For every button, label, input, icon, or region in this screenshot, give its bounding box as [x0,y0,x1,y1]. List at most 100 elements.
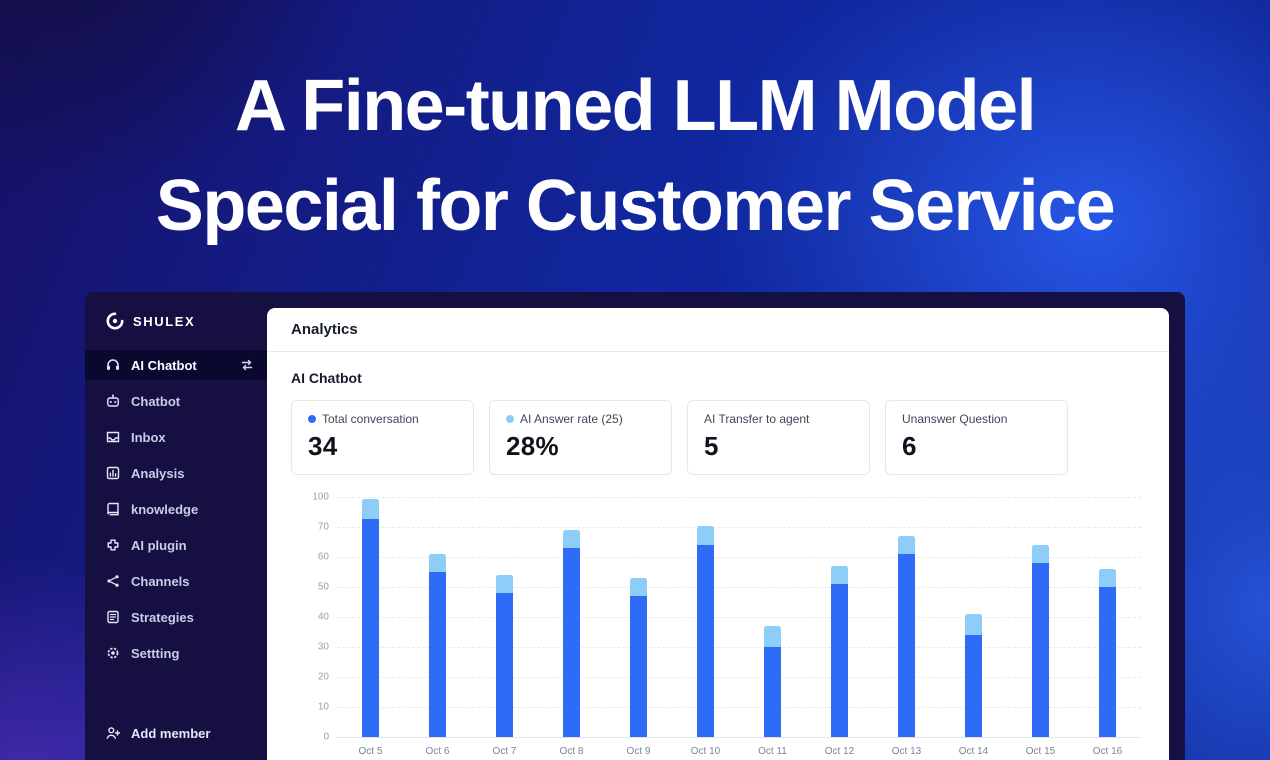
bar-segment-bottom [429,572,446,737]
sidebar-item-settting[interactable]: Settting [85,638,267,668]
hero-title-line1: A Fine-tuned LLM Model [234,66,1037,146]
stat-card-value: 28% [506,431,559,461]
x-axis-tick-label: Oct 16 [1092,746,1123,757]
bar-segment-top [1032,545,1049,563]
sidebar-item-knowledge[interactable]: knowledge [85,494,267,524]
bar-segment-bottom [630,596,647,737]
sidebar-item-strategies[interactable]: Strategies [85,602,267,632]
sidebar-item-label: Chatbot [131,393,181,409]
sidebar-item-label: Channels [131,573,190,589]
bar-segment-bottom [764,647,781,737]
sidebar-item-add-member[interactable]: Add member [85,718,267,748]
y-axis-tick-label: 10 [317,701,329,713]
grid-line [337,647,1141,648]
hero-title-line2: Special for Customer Service [155,166,1116,246]
sidebar-item-label: Settting [131,645,180,661]
bar-segment-bottom [1032,563,1049,737]
swap-icon[interactable] [239,357,255,373]
stat-card: Unanswer Question 6 [885,400,1068,475]
logo: SHULEX [85,292,267,343]
app-window: SHULEX AI Chatbot Chatbot Inbox Analysis kno… [85,292,1185,760]
x-axis-tick-label: Oct 7 [492,746,517,757]
stat-card-value: 5 [704,431,719,461]
sidebar-menu: AI Chatbot Chatbot Inbox Analysis knowledge A… [85,343,267,671]
x-axis-tick-label: Oct 6 [425,746,450,757]
sidebar-item-label: knowledge [131,501,199,517]
bar-segment-bottom [898,554,915,737]
bar-oct-16 [1099,569,1116,737]
bar-segment-bottom [697,545,714,737]
bar-segment-top [496,575,513,593]
sidebar-item-ai-plugin[interactable]: AI plugin [85,530,267,560]
stat-card-label: Unanswer Question [902,412,1008,426]
chart-bar-slot [1074,497,1141,737]
y-axis-tick-label: 50 [317,581,329,593]
stat-card: AI Answer rate (25) 28% [489,400,672,475]
bar-chart: 0 10 20 30 40 50 60 70 100 Oct 5 Oct 6 Oct 7 Oct 8 Oc… [291,487,1145,760]
y-axis-tick-label: 100 [312,491,329,503]
stat-card-value: 34 [308,431,338,461]
headset-icon [105,357,121,373]
bar-oct-11 [764,626,781,737]
legend-dot-icon [506,415,514,423]
bar-oct-12 [831,566,848,737]
sidebar-item-inbox[interactable]: Inbox [85,422,267,452]
logo-text: SHULEX [133,313,196,329]
x-axis-tick-label: Oct 9 [626,746,651,757]
bar-oct-10 [697,526,714,737]
bar-oct-8 [563,530,580,737]
bar-segment-top [697,526,714,545]
bar-segment-top [429,554,446,572]
chart-bar-slot [538,497,605,737]
chart-bar-slot [337,497,404,737]
chart-bars [337,497,1141,737]
legend-dot-icon [308,415,316,423]
sidebar-item-channels[interactable]: Channels [85,566,267,596]
sidebar-item-chatbot[interactable]: Chatbot [85,386,267,416]
grid-line [337,707,1141,708]
analysis-icon [105,465,121,481]
grid-line [337,497,1141,498]
bar-segment-bottom [496,593,513,737]
stat-card: Total conversation 34 [291,400,474,475]
bar-segment-bottom [362,519,379,737]
bar-segment-top [630,578,647,596]
y-axis-tick-label: 70 [317,521,329,533]
chart-bar-slot [940,497,1007,737]
section-title: AI Chatbot [291,370,362,386]
sidebar-item-label: Analysis [131,465,185,481]
bar-segment-bottom [831,584,848,737]
x-axis-tick-label: Oct 5 [358,746,383,757]
bar-oct-13 [898,536,915,737]
grid-line [337,677,1141,678]
chart-bar-slot [1007,497,1074,737]
add-member-icon [105,725,121,741]
grid-line [337,587,1141,588]
chart-bar-slot [404,497,471,737]
chart-bar-slot [739,497,806,737]
grid-line [337,557,1141,558]
sidebar-item-label: Add member [131,725,211,741]
shulex-logo-icon [105,311,125,331]
bar-oct-6 [429,554,446,737]
y-axis-tick-label: 60 [317,551,329,563]
x-axis-tick-label: Oct 15 [1025,746,1056,757]
sidebar-item-analysis[interactable]: Analysis [85,458,267,488]
panel-header: Analytics [267,308,1169,352]
sidebar-item-label: Strategies [131,609,194,625]
bar-segment-bottom [965,635,982,737]
bar-oct-7 [496,575,513,737]
sidebar-item-ai-chatbot[interactable]: AI Chatbot [85,350,267,380]
bar-segment-top [764,626,781,647]
chart-bar-slot [672,497,739,737]
x-axis-labels: Oct 5 Oct 6 Oct 7 Oct 8 Oct 9 Oct 10 Oct 11 Oct… [337,746,1141,757]
page-title: Analytics [291,321,358,338]
x-axis-tick-label: Oct 10 [690,746,721,757]
sidebar-item-label: AI Chatbot [131,357,197,373]
bar-segment-top [362,499,379,519]
y-axis-tick-label: 40 [317,611,329,623]
sidebar-item-label: AI plugin [131,537,187,553]
document-icon [105,609,121,625]
x-axis-tick-label: Oct 13 [891,746,922,757]
